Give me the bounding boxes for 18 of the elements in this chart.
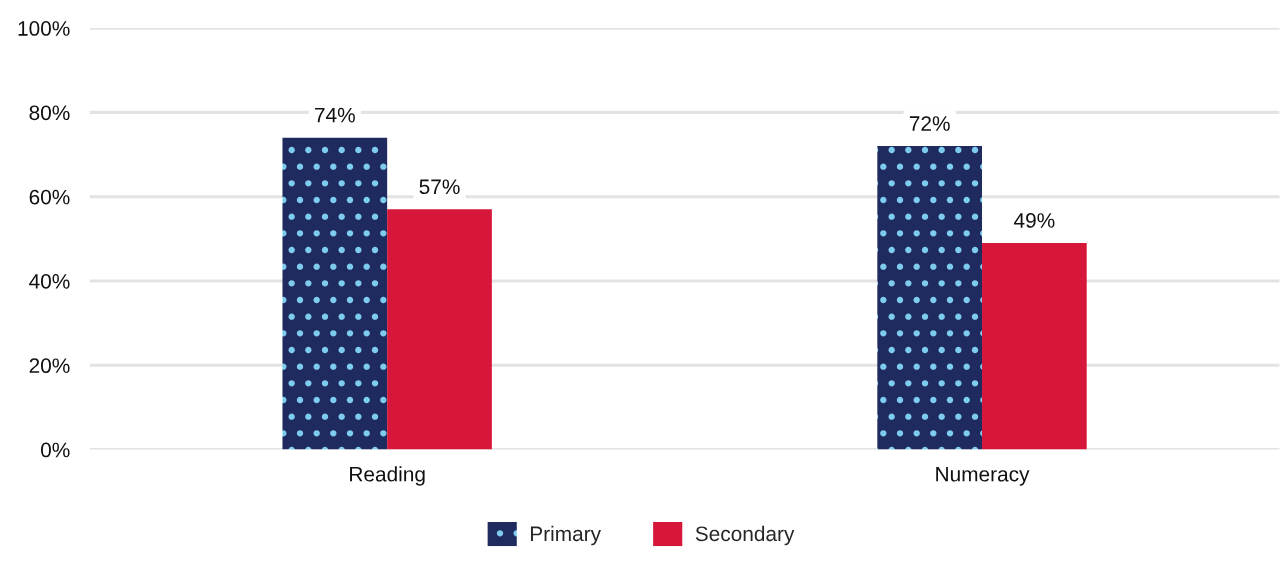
y-tick-label: 60% xyxy=(29,189,70,205)
bar xyxy=(387,209,492,450)
y-tick-label: 80% xyxy=(29,105,70,121)
data-label: 49% xyxy=(1013,213,1055,228)
x-tick-label: Reading xyxy=(350,466,425,486)
data-label: 57% xyxy=(419,179,460,195)
y-tick-label: 0% xyxy=(41,442,70,458)
bar xyxy=(982,243,1087,450)
x-tick-label: Numeracy xyxy=(936,467,1030,486)
y-tick-label: 40% xyxy=(29,274,70,289)
y-tick-label: 100% xyxy=(18,21,70,36)
data-label: 72% xyxy=(909,116,950,131)
legend-label: Secondary xyxy=(695,525,795,546)
data-label: 74% xyxy=(315,107,355,123)
legend-label: Primary xyxy=(530,525,601,546)
y-tick-label: 20% xyxy=(29,358,70,374)
bar xyxy=(282,137,388,450)
bar xyxy=(877,146,983,450)
